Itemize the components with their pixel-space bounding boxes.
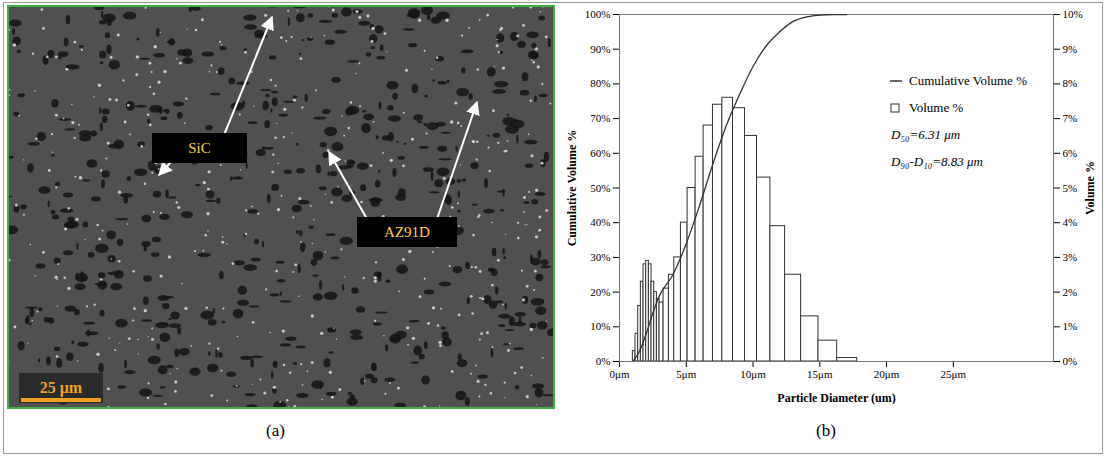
html-text:(a): (a) xyxy=(266,421,285,440)
svg-text:20%: 20% xyxy=(590,286,610,298)
svg-text:6%: 6% xyxy=(1063,147,1078,159)
svg-text:90%: 90% xyxy=(590,43,610,55)
svg-text:0%: 0% xyxy=(596,355,611,367)
svg-text:3%: 3% xyxy=(1063,251,1078,263)
svg-text:60%: 60% xyxy=(590,147,610,159)
svg-text:5μm: 5μm xyxy=(676,368,696,380)
svg-text:10μm: 10μm xyxy=(740,368,766,380)
svg-text:50%: 50% xyxy=(590,182,610,194)
svg-text:100%: 100% xyxy=(585,8,611,20)
svg-text:4%: 4% xyxy=(1063,216,1078,228)
svg-text:80%: 80% xyxy=(590,77,610,89)
svg-text:Particle Diameter (um): Particle Diameter (um) xyxy=(777,391,895,405)
svg-text:SiC: SiC xyxy=(188,140,211,156)
svg-text:40%: 40% xyxy=(590,216,610,228)
html-text:Volume %: Volume % xyxy=(909,100,964,115)
svg-text:9%: 9% xyxy=(1063,43,1078,55)
svg-text:70%: 70% xyxy=(590,112,610,124)
svg-text:1%: 1% xyxy=(1063,320,1078,332)
svg-text:Volume %: Volume % xyxy=(1083,161,1097,215)
svg-text:25 μm: 25 μm xyxy=(40,379,83,397)
svg-text:10%: 10% xyxy=(590,320,610,332)
svg-text:8%: 8% xyxy=(1063,77,1078,89)
svg-text:25μm: 25μm xyxy=(941,368,967,380)
svg-text:2%: 2% xyxy=(1063,286,1078,298)
html-text:D₅₀=6.31 μm: D₅₀=6.31 μm xyxy=(891,127,961,142)
svg-text:20μm: 20μm xyxy=(874,368,900,380)
svg-text:0%: 0% xyxy=(1063,355,1078,367)
svg-text:AZ91D: AZ91D xyxy=(384,224,430,240)
svg-text:5%: 5% xyxy=(1063,182,1078,194)
svg-text:15μm: 15μm xyxy=(807,368,833,380)
svg-text:30%: 30% xyxy=(590,251,610,263)
html-text:D₉₀-D₁₀=8.83 μm: D₉₀-D₁₀=8.83 μm xyxy=(891,154,983,169)
svg-text:0μm: 0μm xyxy=(610,368,630,380)
html-text:(b): (b) xyxy=(816,421,836,440)
html-text:Cumulative Volume %: Cumulative Volume % xyxy=(909,73,1027,88)
svg-text:7%: 7% xyxy=(1063,112,1078,124)
svg-text:Cumulative Volume %: Cumulative Volume % xyxy=(565,130,579,247)
svg-text:10%: 10% xyxy=(1063,8,1083,20)
